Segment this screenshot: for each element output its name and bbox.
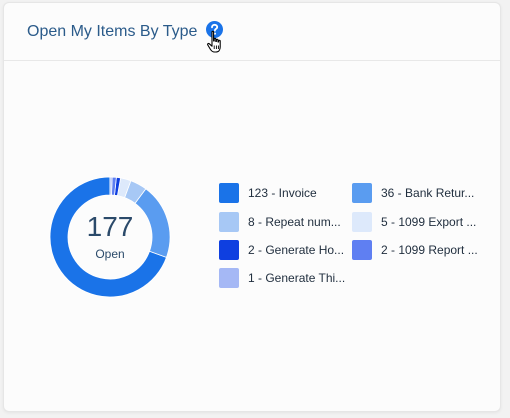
legend-item[interactable]: 1 - Generate Thi... (219, 268, 345, 288)
legend-label: 5 - 1099 Export ... (381, 215, 477, 229)
legend-label: 8 - Repeat num... (248, 215, 341, 229)
widget-card: Open My Items By Type (3, 2, 501, 412)
legend-item[interactable]: 8 - Repeat num... (219, 212, 341, 232)
legend-label: 36 - Bank Retur... (381, 186, 475, 200)
legend-label: 1 - Generate Thi... (248, 271, 346, 285)
donut-slice[interactable] (49, 176, 167, 298)
donut-total-label: Open (95, 247, 125, 261)
legend-swatch (219, 240, 239, 260)
help-icon[interactable] (206, 21, 223, 38)
legend-label: 2 - Generate Ho... (248, 243, 345, 257)
legend-item[interactable]: 123 - Invoice (219, 183, 317, 203)
legend-item[interactable]: 5 - 1099 Export ... (352, 212, 476, 232)
legend-swatch (352, 212, 372, 232)
legend-swatch (352, 183, 372, 203)
legend-item[interactable]: 36 - Bank Retur... (352, 183, 474, 203)
widget-title: Open My Items By Type (27, 23, 198, 40)
donut-slice[interactable] (109, 176, 113, 196)
legend-item[interactable]: 2 - 1099 Report ... (352, 240, 478, 260)
hand-pointer-icon (207, 30, 221, 53)
widget-header: Open My Items By Type (4, 3, 500, 61)
donut-chart (49, 176, 171, 298)
legend-item[interactable]: 2 - Generate Ho... (219, 240, 344, 260)
legend-swatch (219, 183, 239, 203)
legend-label: 2 - 1099 Report ... (381, 243, 478, 257)
legend-swatch (352, 240, 372, 260)
legend-label: 123 - Invoice (248, 186, 317, 200)
donut-total: 177 (86, 211, 134, 242)
legend-swatch (219, 212, 239, 232)
legend-swatch (219, 268, 239, 288)
